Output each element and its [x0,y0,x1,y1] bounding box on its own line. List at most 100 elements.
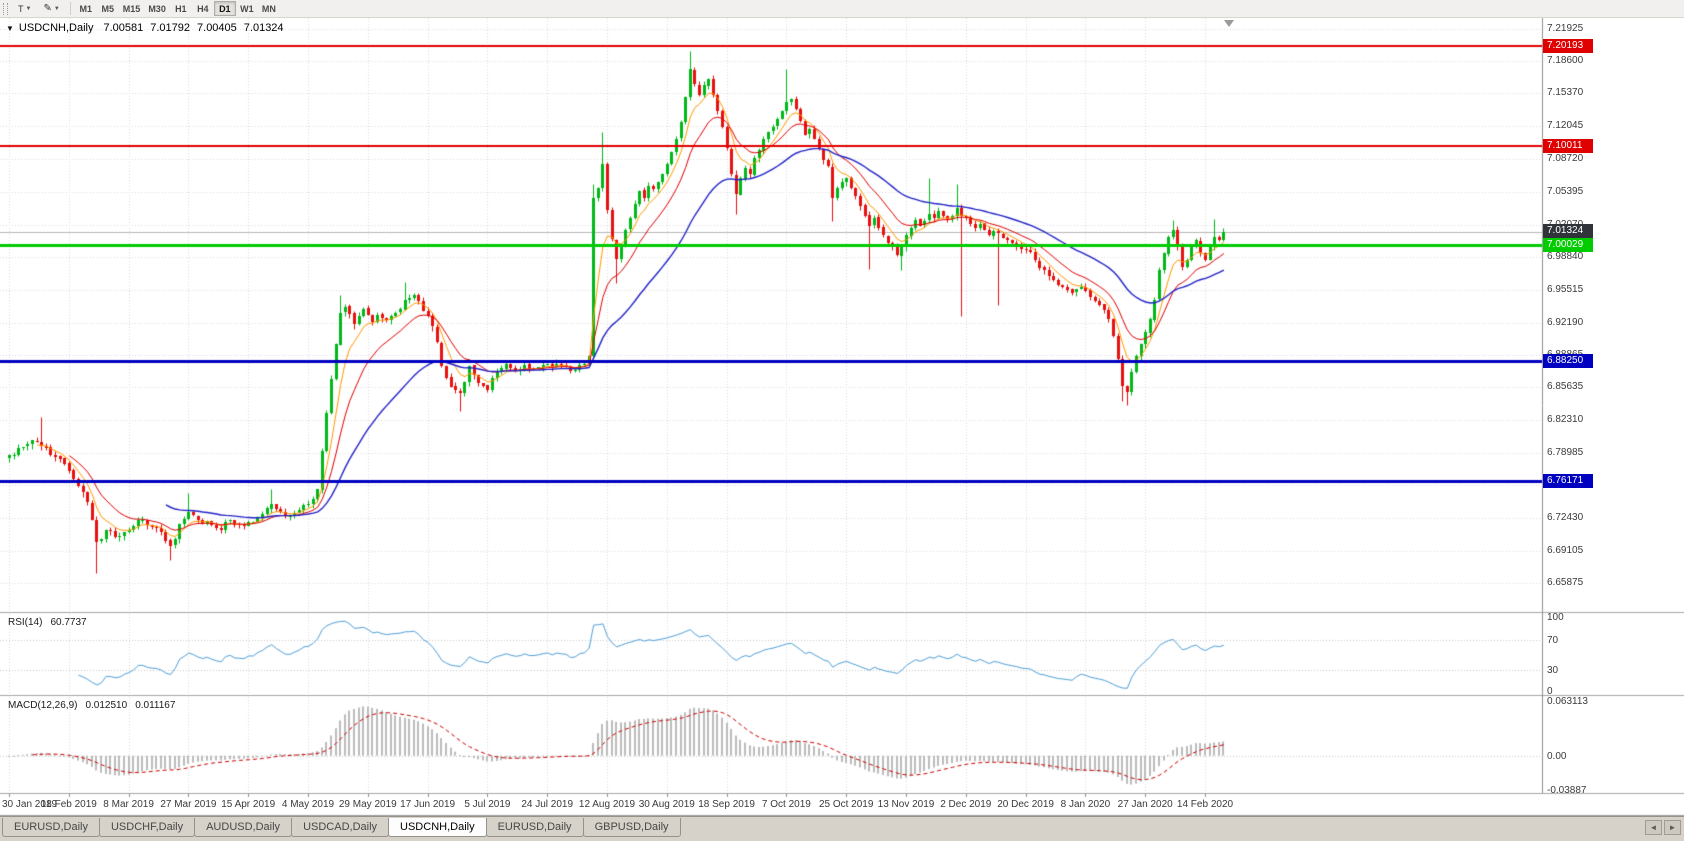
caret-down-icon: ▼ [53,5,60,12]
chart-symbol-period: USDCNH,Daily [18,22,94,34]
toolbar-separator [69,2,71,15]
rsi-name: RSI(14) [8,617,43,628]
time-scale-label: 15 Apr 2019 [221,799,276,810]
price-scale-label: 7.15370 [1547,87,1584,99]
price-scale-label: 6.85635 [1547,381,1584,393]
price-level-badge: 7.20193 [1543,39,1593,53]
time-scale-label: 30 Aug 2019 [638,799,695,810]
timeframe-button-mn[interactable]: MN [258,1,280,16]
time-scale-label: 18 Sep 2019 [698,799,755,810]
draw-tool-button[interactable]: ✎ ▼ [38,1,64,16]
macd-signal-value: 0.011167 [135,700,176,711]
chart-shift-marker[interactable] [1224,20,1234,27]
macd-value: 0.012510 [85,700,128,711]
pane-separator-macd[interactable] [0,693,1684,698]
chart-tab-gbpusd-daily[interactable]: GBPUSD,Daily [582,818,681,837]
toolbar-grip[interactable] [3,2,8,15]
rsi-scale-label: 0 [1547,686,1553,697]
price-scale-label: 6.98840 [1547,250,1584,262]
time-scale-label: 8 Mar 2019 [103,799,154,810]
chart-tabs-bar: EURUSD,Daily USDCHF,Daily AUDUSD,Daily USDC… [0,816,1684,841]
price-scale-label: 7.05395 [1547,185,1584,197]
macd-indicator-label: MACD(12,26,9) 0.012510 0.011167 [8,700,175,711]
time-scale-label: 24 Jul 2019 [521,799,574,810]
chart-ohlc-title: ▼ USDCNH,Daily 7.00581 7.01792 7.00405 7… [6,22,291,34]
price-level-badge: 7.00029 [1543,238,1593,252]
macd-scale-label: -0.03887 [1547,785,1587,796]
tabs-scroll-left-button[interactable]: ◄ [1645,820,1662,835]
timeframe-button-m15[interactable]: M15 [119,1,145,16]
timeframe-button-m5[interactable]: M5 [97,1,119,16]
time-scale-label: 2 Dec 2019 [940,799,992,810]
time-scale-label: 17 Jun 2019 [400,799,456,810]
ohlc-open: 7.00581 [103,22,144,34]
time-scale-label: 18 Feb 2019 [40,799,97,810]
templates-button[interactable]: T ▼ [13,1,36,16]
templates-button-label: T [18,3,24,14]
time-scale-label: 30 Jan 2019 [2,799,58,810]
price-scale-label: 6.72430 [1547,511,1584,523]
time-scale-label: 29 May 2019 [338,799,397,810]
price-scale[interactable] [1542,18,1684,793]
rsi-indicator-label: RSI(14) 60.7737 [8,617,87,628]
macd-name: MACD(12,26,9) [8,700,78,711]
time-scale-label: 4 May 2019 [281,799,335,810]
timeframe-button-m30[interactable]: M30 [144,1,170,16]
price-scale-label: 7.21925 [1547,22,1584,34]
time-scale-label: 13 Nov 2019 [877,799,935,810]
timeframe-button-h1[interactable]: H1 [170,1,192,16]
time-scale-label: 20 Dec 2019 [997,799,1054,810]
price-scale-label: 6.78985 [1547,447,1584,459]
caret-down-icon: ▼ [25,5,32,12]
ohlc-close: 7.01324 [243,22,284,34]
timeframe-button-w1[interactable]: W1 [236,1,258,16]
time-scale-label: 27 Mar 2019 [160,799,217,810]
price-scale-label: 6.82310 [1547,414,1584,426]
timeframe-buttons-group: M1 M5 M15 M30 H1 H4 D1 W1 MN [75,1,280,16]
rsi-scale-label: 30 [1547,665,1559,677]
chart-tab-usdcad-daily[interactable]: USDCAD,Daily [291,818,390,837]
price-level-badge: 6.88250 [1543,354,1593,368]
bid-price-badge: 7.01324 [1543,224,1593,238]
pencil-icon: ✎ [43,3,52,14]
time-scale-label: 25 Oct 2019 [818,799,874,810]
chart-tabs: EURUSD,Daily USDCHF,Daily AUDUSD,Daily USDC… [2,818,681,837]
timeframe-button-h4[interactable]: H4 [192,1,214,16]
chart-tab-eurusd-daily[interactable]: EURUSD,Daily [2,818,100,837]
rsi-scale-label: 70 [1547,634,1559,646]
chart-tab-eurusd-daily[interactable]: EURUSD,Daily [485,818,584,837]
time-scale-label: 8 Jan 2020 [1060,799,1111,810]
ohlc-high: 7.01792 [150,22,191,34]
price-scale-label: 6.69105 [1547,544,1584,556]
time-scale-label: 14 Feb 2020 [1176,799,1234,810]
chart-tab-audusd-daily[interactable]: AUDUSD,Daily [194,818,293,837]
time-scale-label: 27 Jan 2020 [1117,799,1173,810]
rsi-value: 60.7737 [50,617,87,628]
timeframe-button-m1[interactable]: M1 [75,1,97,16]
time-scale-label: 5 Jul 2019 [464,799,511,810]
chart-tab-usdchf-daily[interactable]: USDCHF,Daily [98,818,196,837]
time-scale-label: 7 Oct 2019 [761,799,811,810]
one-click-trading-toggle[interactable]: ▼ [6,23,14,33]
timeframe-button-d1[interactable]: D1 [213,1,236,16]
tabs-scroll-buttons: ◄ ► [1645,820,1681,835]
macd-scale-label: 0.00 [1547,750,1567,762]
tabs-scroll-right-button[interactable]: ► [1664,820,1681,835]
price-level-badge: 7.10011 [1543,139,1593,153]
rsi-scale-label: 100 [1547,612,1564,623]
chart-tab-usdcnh-daily[interactable]: USDCNH,Daily [388,818,487,837]
price-scale-label: 7.12045 [1547,120,1584,132]
time-scale-label: 12 Aug 2019 [578,799,636,810]
price-scale-label: 6.65875 [1547,576,1584,588]
price-level-badge: 6.76171 [1543,474,1593,488]
price-scale-label: 6.92190 [1547,316,1584,328]
price-scale-label: 6.95515 [1547,283,1584,295]
pane-separator-rsi[interactable] [0,610,1684,615]
timeframes-toolbar: T ▼ ✎ ▼ M1 M5 M15 M30 H1 H4 D1 W1 MN [0,0,1684,18]
ohlc-low: 7.00405 [197,22,237,34]
price-scale-label: 7.18600 [1547,55,1584,67]
price-scale-label: 7.08720 [1547,153,1584,165]
macd-scale-label: 0.063113 [1547,696,1588,707]
